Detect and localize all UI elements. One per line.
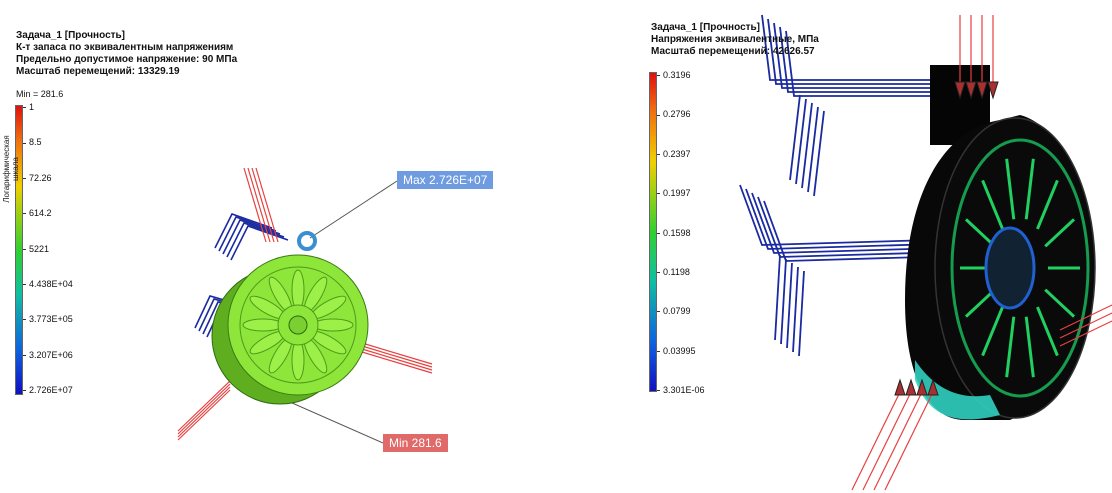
scale-label: 0.03995 [657, 346, 696, 356]
petal [313, 319, 353, 331]
leader-line [310, 181, 397, 238]
min-label: Min = 281.6 [16, 88, 63, 100]
constraint-line [799, 271, 804, 356]
petal [292, 340, 304, 380]
load-arrow [874, 392, 922, 490]
scale-caption: Логарифмическая шкала [2, 124, 20, 214]
load-arrow [362, 349, 432, 370]
load-arrow [863, 392, 911, 490]
title-line: Масштаб перемещений: 42626.57 [651, 46, 819, 58]
hub [986, 228, 1034, 308]
scale-label: 1 [23, 102, 34, 112]
title-line: Предельно допустимое напряжение: 90 МПа [16, 54, 237, 66]
scale-label: 0.3196 [657, 70, 691, 80]
load-arrow [178, 387, 230, 437]
scale-label: 3.773E+05 [23, 314, 73, 324]
load-arrow [362, 352, 432, 373]
load-arrow [178, 381, 230, 431]
scale-label: 3.207E+06 [23, 350, 73, 360]
scale-label: 0.2397 [657, 149, 691, 159]
constraint-line [787, 263, 792, 348]
scale-label: 72.26 [23, 173, 52, 183]
scale-label: 0.2796 [657, 109, 691, 119]
right-title: Задача_1 [Прочность] Напряжения эквивале… [651, 22, 819, 58]
scale-label: 0.1997 [657, 188, 691, 198]
title-line: Задача_1 [Прочность] [16, 30, 237, 42]
scale-label: 3.301E-06 [657, 385, 705, 395]
scale-label: 0.0799 [657, 306, 691, 316]
title-line: Задача_1 [Прочность] [651, 22, 819, 34]
lug [299, 233, 315, 249]
left-title: Задача_1 [Прочность] К-т запаса по эквив… [16, 30, 237, 78]
petal [292, 270, 304, 310]
max-callout: Max 2.726E+07 [397, 171, 493, 189]
scale-label: 4.438E+04 [23, 279, 73, 289]
scale-label: 0.1198 [657, 267, 690, 277]
arrow-head [906, 380, 916, 395]
color-scale [649, 72, 657, 392]
load-arrow [362, 343, 432, 364]
load-arrow [362, 346, 432, 367]
title-line: К-т запаса по эквивалентным напряжениям [16, 42, 237, 54]
constraint-line [781, 259, 786, 344]
load-arrow [178, 390, 230, 440]
scale-label: 5221 [23, 244, 49, 254]
arrow-head [895, 380, 905, 395]
constraint-line [793, 267, 798, 352]
scale-label: 2.726E+07 [23, 385, 73, 395]
hub-hole [289, 316, 307, 334]
page: Задача_1 [Прочность] К-т запаса по эквив… [0, 0, 1112, 493]
petal [243, 319, 283, 331]
constraint-line [775, 255, 780, 340]
min-callout: Min 281.6 [383, 434, 448, 452]
scale-label: 614.2 [23, 208, 52, 218]
title-line: Масштаб перемещений: 13329.19 [16, 66, 237, 78]
scale-label: 8.5 [23, 137, 42, 147]
load-arrow [178, 384, 230, 434]
title-line: Напряжения эквивалентные, МПа [651, 34, 819, 46]
scale-label: 0.1598 [657, 228, 691, 238]
